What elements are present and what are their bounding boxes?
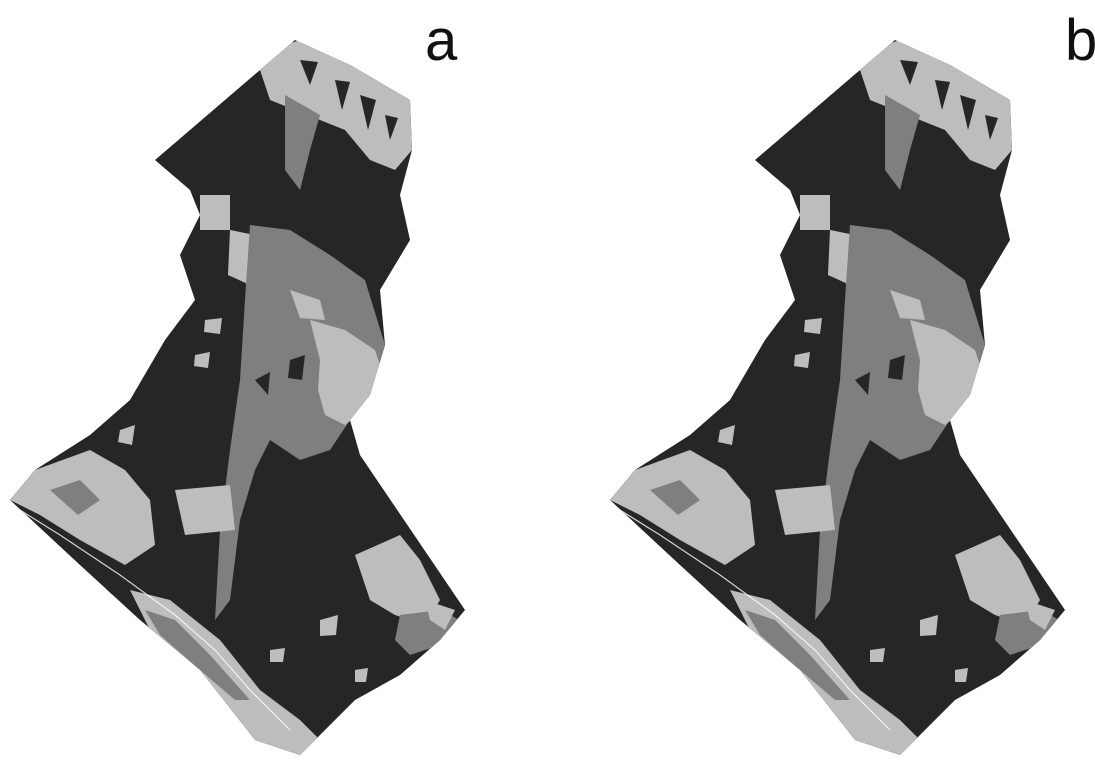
map-panel-a [0,0,547,760]
map-panel-b [600,0,1095,760]
land-cover-map-b [600,0,1095,760]
land-cover-map-a [0,0,547,760]
panel-label-b: b [1065,8,1095,73]
panel-label-a: a [425,8,458,73]
